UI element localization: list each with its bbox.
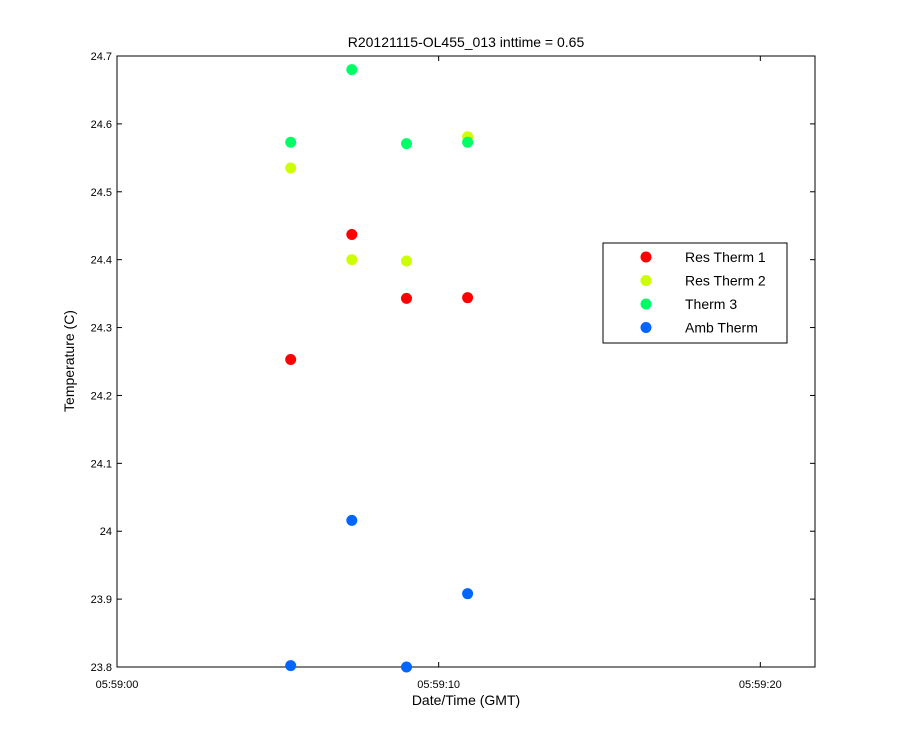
point-therm-3: [400, 138, 412, 150]
point-res-therm-2: [400, 255, 412, 267]
plot-area: [116, 55, 816, 668]
y-tick-label: 24.2: [91, 390, 112, 402]
chart-title: R20121115-OL455_013 inttime = 0.65: [348, 34, 585, 50]
legend-label-amb-therm: Amb Therm: [685, 320, 758, 336]
legend-marker-res-therm-2: [640, 275, 652, 286]
point-res-therm-1: [285, 353, 297, 365]
point-res-therm-1: [462, 292, 474, 304]
point-res-therm-1: [346, 229, 358, 241]
point-therm-3: [346, 64, 358, 76]
legend-marker-therm-3: [640, 298, 652, 310]
legend-marker-amb-therm: [640, 322, 652, 333]
y-tick-label: 24.7: [91, 51, 112, 63]
y-tick-label: 24.1: [91, 458, 112, 470]
legend-label-therm-3: Therm 3: [685, 296, 737, 312]
legend-label-res-therm-2: Res Therm 2: [685, 273, 766, 289]
x-tick-label: 05:59:20: [739, 679, 782, 691]
point-amb-therm: [462, 588, 474, 600]
point-amb-therm: [346, 514, 358, 526]
y-axis: 23.8 23.9 24 24.1 24.2 24.3 24.4 24.5 24.6 24.7: [91, 51, 815, 674]
x-axis: 05:59:00 05:59:10 05:59:20: [96, 56, 782, 691]
y-axis-label: Temperature (C): [61, 310, 77, 412]
point-therm-3: [462, 136, 474, 148]
point-therm-3: [285, 136, 297, 148]
legend-box: [602, 242, 788, 344]
point-amb-therm: [285, 660, 297, 672]
legend-label-res-therm-1: Res Therm 1: [685, 249, 766, 265]
legend-marker-res-therm-1: [640, 251, 652, 263]
y-tick-label: 24: [100, 526, 112, 538]
point-res-therm-1: [400, 292, 412, 304]
y-tick-label: 23.8: [91, 662, 112, 674]
x-axis-label: Date/Time (GMT): [412, 692, 520, 708]
point-amb-therm: [400, 661, 412, 673]
point-res-therm-2: [346, 254, 358, 266]
y-tick-label: 24.6: [91, 119, 112, 131]
y-tick-label: 24.5: [91, 187, 112, 199]
data-points: [285, 64, 474, 673]
y-tick-label: 24.4: [91, 255, 112, 267]
y-tick-label: 23.9: [91, 594, 112, 606]
y-tick-label: 24.3: [91, 323, 112, 335]
point-res-therm-2: [285, 162, 297, 174]
x-tick-label: 05:59:00: [96, 679, 139, 691]
legend: Res Therm 1 Res Therm 2 Therm 3 Amb Therm: [602, 242, 788, 344]
x-tick-label: 05:59:10: [417, 679, 460, 691]
